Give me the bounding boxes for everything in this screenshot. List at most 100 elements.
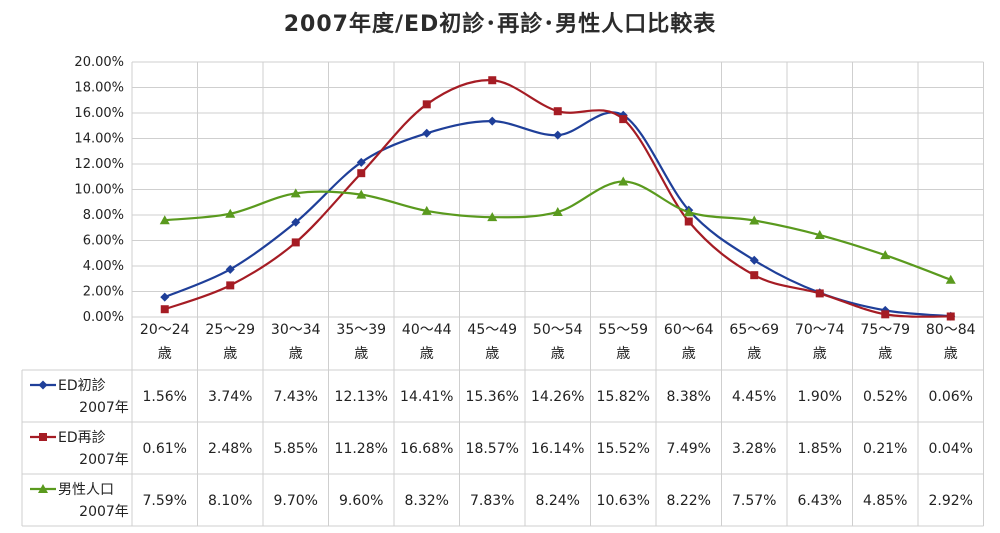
x-category-label: 75～79 [860, 322, 910, 338]
data-label: 8.38% [667, 389, 711, 405]
x-category-label: 歳 [354, 346, 368, 362]
data-point [553, 130, 563, 140]
data-point [553, 107, 562, 116]
data-point [291, 217, 301, 227]
legend-label: 2007年 [79, 452, 129, 468]
data-label: 2.48% [208, 441, 252, 457]
data-point [945, 274, 956, 284]
data-point [487, 116, 497, 126]
y-tick-label: 12.00% [74, 157, 124, 172]
x-category-label: 50～54 [533, 322, 583, 338]
x-category-label: 80～84 [926, 322, 976, 338]
data-point [160, 305, 169, 314]
x-category-label: 歳 [551, 346, 565, 362]
data-label: 0.21% [863, 441, 907, 457]
data-point [880, 250, 891, 260]
data-point [881, 310, 890, 319]
data-label: 3.74% [208, 389, 252, 405]
x-category-label: 歳 [158, 346, 172, 362]
data-point [488, 76, 497, 85]
data-label: 16.14% [531, 441, 584, 457]
data-point [159, 215, 170, 225]
x-category-label: 65～69 [729, 322, 779, 338]
data-label: 1.56% [143, 389, 187, 405]
data-label: 8.10% [208, 493, 252, 509]
y-tick-label: 16.00% [74, 106, 124, 121]
data-point [814, 230, 825, 240]
x-category-label: 歳 [485, 346, 499, 362]
x-category-label: 歳 [420, 346, 434, 362]
data-label: 15.52% [597, 441, 650, 457]
x-category-label: 20～24 [140, 322, 190, 338]
data-label: 7.83% [470, 493, 514, 509]
x-category-label: 60～64 [664, 322, 714, 338]
data-label: 0.61% [143, 441, 187, 457]
data-point [815, 289, 824, 298]
data-point [552, 206, 563, 216]
x-category-label: 歳 [878, 346, 892, 362]
data-label: 12.13% [335, 389, 388, 405]
y-tick-label: 2.00% [83, 285, 124, 300]
data-label: 0.06% [929, 389, 973, 405]
data-label: 0.04% [929, 441, 973, 457]
data-point [225, 208, 236, 218]
data-point [291, 238, 300, 247]
data-label: 14.26% [531, 389, 584, 405]
data-point [226, 281, 235, 290]
data-label: 8.24% [536, 493, 580, 509]
legend-key-marker [39, 433, 47, 441]
data-point [160, 292, 170, 302]
x-category-label: 45～49 [467, 322, 517, 338]
data-point [749, 215, 760, 225]
x-category-label: 70～74 [795, 322, 845, 338]
chart-title: 2007年度/ED初診･再診･男性人口比較表 [283, 12, 717, 37]
y-tick-label: 10.00% [74, 183, 124, 198]
legend-label: 2007年 [79, 400, 129, 416]
x-category-label: 25～29 [205, 322, 255, 338]
data-label: 0.52% [863, 389, 907, 405]
x-category-label: 40～44 [402, 322, 452, 338]
y-tick-label: 8.00% [83, 208, 124, 223]
x-category-label: 35～39 [336, 322, 386, 338]
data-point [422, 100, 431, 109]
data-label: 6.43% [798, 493, 842, 509]
y-tick-label: 14.00% [74, 132, 124, 147]
y-tick-label: 0.00% [83, 310, 124, 325]
legend-key-marker [38, 484, 48, 493]
data-label: 2.92% [929, 493, 973, 509]
data-point [749, 255, 759, 265]
legend-label: 男性人口 [58, 482, 114, 498]
data-point [750, 271, 759, 280]
data-label: 9.60% [339, 493, 383, 509]
data-label: 11.28% [335, 441, 388, 457]
x-category-label: 30～34 [271, 322, 321, 338]
data-point [422, 128, 432, 138]
legend-label: 2007年 [79, 504, 129, 520]
x-category-label: 歳 [747, 346, 761, 362]
data-label: 7.59% [143, 493, 187, 509]
x-category-label: 歳 [944, 346, 958, 362]
x-category-label: 歳 [289, 346, 303, 362]
series-line [164, 180, 952, 281]
series-line [164, 79, 951, 318]
data-point [356, 157, 366, 167]
data-label: 3.28% [732, 441, 776, 457]
legend-label: ED初診 [58, 377, 106, 394]
data-label: 1.90% [798, 389, 842, 405]
data-label: 15.82% [597, 389, 650, 405]
data-point [356, 189, 367, 199]
data-label: 8.22% [667, 493, 711, 509]
data-point [619, 115, 628, 124]
data-label: 8.32% [405, 493, 449, 509]
data-point [683, 207, 694, 217]
data-point [225, 264, 235, 274]
data-label: 7.49% [667, 441, 711, 457]
legend-key-marker [38, 380, 48, 390]
x-category-label: 歳 [616, 346, 630, 362]
data-label: 10.63% [597, 493, 650, 509]
y-tick-label: 18.00% [74, 81, 124, 96]
data-point [946, 312, 955, 321]
legend-label: ED再診 [58, 430, 106, 446]
data-label: 4.45% [732, 389, 776, 405]
